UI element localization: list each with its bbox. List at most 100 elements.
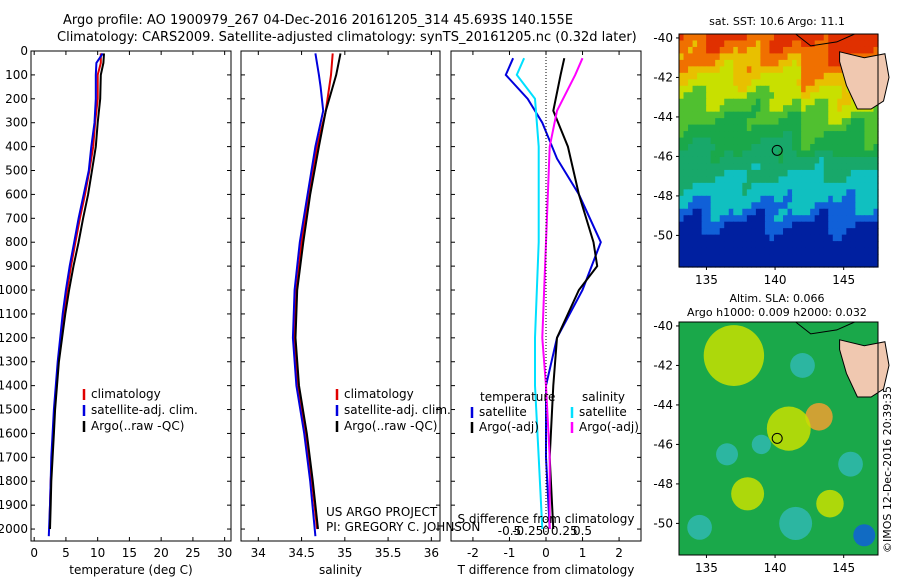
sst-cell: [828, 144, 834, 152]
sst-cell: [688, 169, 694, 177]
sst-cell: [832, 182, 838, 190]
sst-cell: [819, 98, 825, 106]
sst-cell: [769, 46, 775, 55]
sst-cell: [828, 241, 834, 249]
y-tick-label: 200: [5, 92, 28, 106]
sst-cell: [773, 221, 780, 229]
sst-cell: [823, 92, 829, 100]
sst-cell: [751, 92, 757, 100]
sst-cell: [710, 182, 716, 190]
map-x-tick-label: 135: [695, 561, 718, 575]
sst-cell: [710, 92, 716, 100]
sst-cell: [841, 202, 847, 210]
sst-cell: [792, 118, 798, 126]
sst-cell: [755, 228, 762, 236]
sst-cell: [864, 156, 870, 165]
sst-cell: [719, 202, 725, 210]
x-tick-label: 0: [542, 546, 550, 560]
sst-cell: [846, 254, 852, 262]
sst-cell: [683, 169, 689, 177]
sst-cell: [787, 176, 793, 184]
sst-cell: [828, 98, 834, 106]
sst-cell: [819, 234, 825, 242]
sst-cell: [751, 72, 757, 80]
sst-cell: [728, 195, 734, 203]
sst-cell: [787, 66, 793, 74]
sst-cell: [692, 53, 698, 61]
x-tick-label: 0: [30, 546, 38, 560]
sst-cell: [719, 241, 725, 249]
sst-cell: [719, 228, 725, 236]
x-tick-label: 25: [185, 546, 200, 560]
sst-cell: [864, 46, 870, 55]
sst-cell: [692, 260, 698, 268]
sst-cell: [801, 163, 807, 171]
sst-cell: [746, 105, 752, 113]
sst-cell: [688, 182, 694, 190]
sst-cell: [828, 72, 834, 80]
sst-cell: [760, 241, 766, 249]
sst-cell: [692, 79, 698, 87]
sst-cell: [792, 79, 798, 87]
sst-cell: [796, 46, 802, 55]
sst-cell: [846, 228, 852, 236]
sst-cell: [751, 98, 757, 106]
sst-cell: [728, 79, 734, 87]
sst-cell: [733, 260, 739, 268]
sst-cell: [688, 53, 694, 61]
sst-cell: [688, 85, 694, 93]
sst-cell: [697, 105, 703, 113]
sst-cell: [706, 208, 712, 216]
sst-cell: [728, 53, 734, 61]
legend-label: climatology: [91, 387, 161, 401]
sst-cell: [733, 189, 739, 197]
sst-cell: [837, 195, 843, 203]
sst-cell: [837, 163, 843, 171]
sst-cell: [751, 118, 757, 126]
sst-cell: [733, 46, 739, 55]
sst-cell: [724, 85, 730, 93]
sst-cell: [837, 92, 843, 100]
sst-cell: [859, 137, 866, 145]
sst-cell: [796, 111, 802, 119]
sst-cell: [841, 124, 847, 132]
x-tick-label: -2: [467, 546, 479, 560]
sst-cell: [823, 247, 829, 255]
sst-cell: [746, 118, 752, 126]
sst-cell: [760, 79, 766, 87]
sst-cell: [778, 137, 784, 145]
sst-cell: [728, 137, 734, 145]
sst-cell: [801, 195, 807, 203]
sst-cell: [864, 144, 870, 152]
sst-cell: [724, 66, 730, 74]
sst-cell: [823, 254, 829, 262]
sst-cell: [873, 144, 879, 152]
sst-cell: [796, 92, 802, 100]
sst-cell: [679, 208, 685, 216]
sst-cell: [783, 221, 789, 229]
sst-cell: [850, 189, 856, 197]
sst-cell: [832, 98, 838, 106]
sst-cell: [692, 208, 698, 216]
sst-cell: [733, 111, 739, 119]
sst-cell: [796, 202, 802, 210]
map-x-tick-label: 145: [832, 561, 855, 575]
sst-cell: [823, 156, 829, 165]
sst-cell: [868, 169, 875, 177]
sst-cell: [755, 34, 762, 42]
y-tick-label: 700: [5, 211, 28, 225]
sst-cell: [796, 98, 802, 106]
sst-cell: [837, 156, 843, 165]
sst-cell: [764, 124, 771, 132]
sst-cell: [819, 163, 825, 171]
map-y-tick-label: -48: [653, 477, 673, 491]
sst-cell: [828, 221, 834, 229]
map-y-tick-label: -42: [653, 70, 673, 84]
sst-cell: [764, 59, 771, 67]
sst-cell: [850, 260, 856, 268]
sst-cell: [792, 66, 798, 74]
sst-cell: [850, 202, 856, 210]
sst-cell: [792, 53, 798, 61]
sst-cell: [697, 163, 703, 171]
sst-cell: [733, 182, 739, 190]
